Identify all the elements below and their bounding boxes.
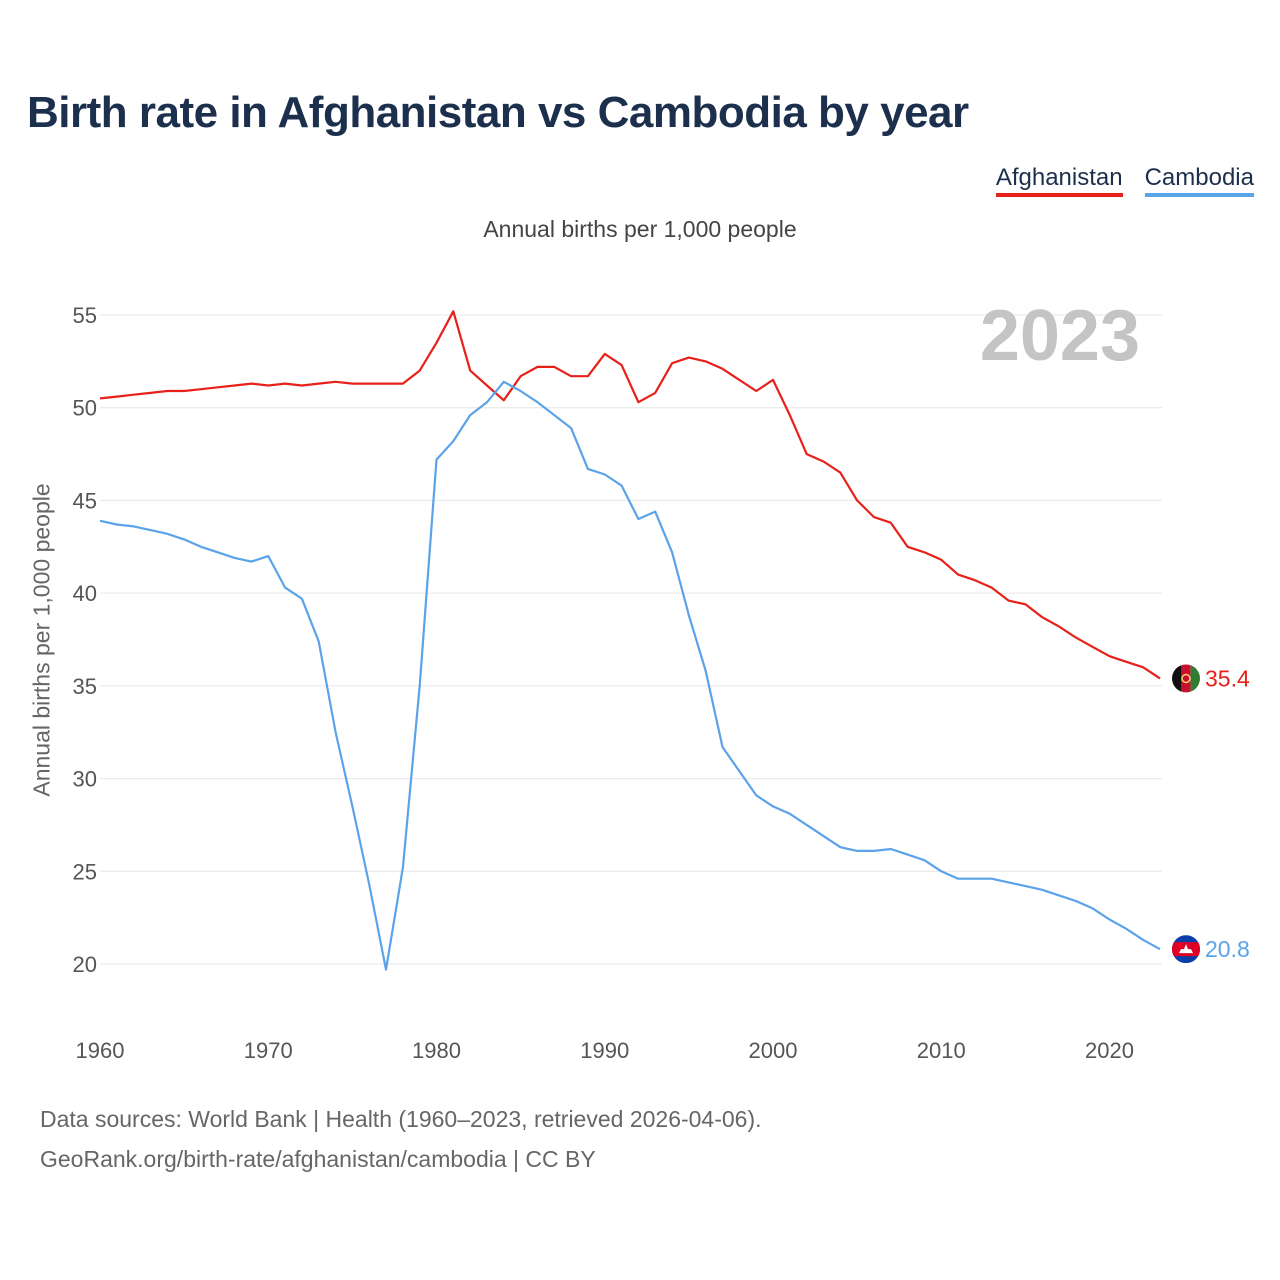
y-tick-label: 50	[73, 396, 97, 421]
flag-afghanistan-icon	[1172, 664, 1200, 693]
footer-sources: Data sources: World Bank | Health (1960–…	[40, 1106, 762, 1132]
legend-item-afghanistan[interactable]: Afghanistan	[995, 164, 1123, 197]
footer-link[interactable]: GeoRank.org/birth-rate/afghanistan/cambo…	[40, 1146, 596, 1172]
chart-subtitle: Annual births per 1,000 people	[483, 216, 797, 242]
end-label-cambodia: 20.8	[1205, 936, 1250, 962]
flag-cambodia-icon	[1172, 935, 1200, 964]
y-tick-label: 25	[73, 859, 97, 884]
y-tick-label: 30	[73, 767, 97, 792]
legend-item-cambodia[interactable]: Cambodia	[1144, 164, 1254, 197]
end-label-afghanistan: 35.4	[1205, 665, 1250, 691]
chart-title: Birth rate in Afghanistan vs Cambodia by…	[27, 88, 969, 137]
series-line-afghanistan	[99, 310, 1161, 680]
x-tick-label: 2010	[917, 1038, 966, 1063]
series-line-cambodia	[99, 380, 1161, 971]
year-annotation: 2023	[980, 296, 1140, 376]
y-tick-label: 55	[73, 303, 97, 328]
x-tick-label: 2020	[1085, 1038, 1134, 1063]
x-tick-label: 1970	[244, 1038, 293, 1063]
y-tick-label: 35	[73, 674, 97, 699]
y-tick-label: 20	[73, 952, 97, 977]
y-tick-label: 45	[73, 488, 97, 513]
x-tick-label: 1980	[412, 1038, 461, 1063]
x-tick-label: 1990	[580, 1038, 629, 1063]
legend: Afghanistan Cambodia	[995, 164, 1254, 197]
y-tick-label: 40	[73, 581, 97, 606]
x-tick-label: 1960	[76, 1038, 125, 1063]
x-tick-label: 2000	[749, 1038, 798, 1063]
